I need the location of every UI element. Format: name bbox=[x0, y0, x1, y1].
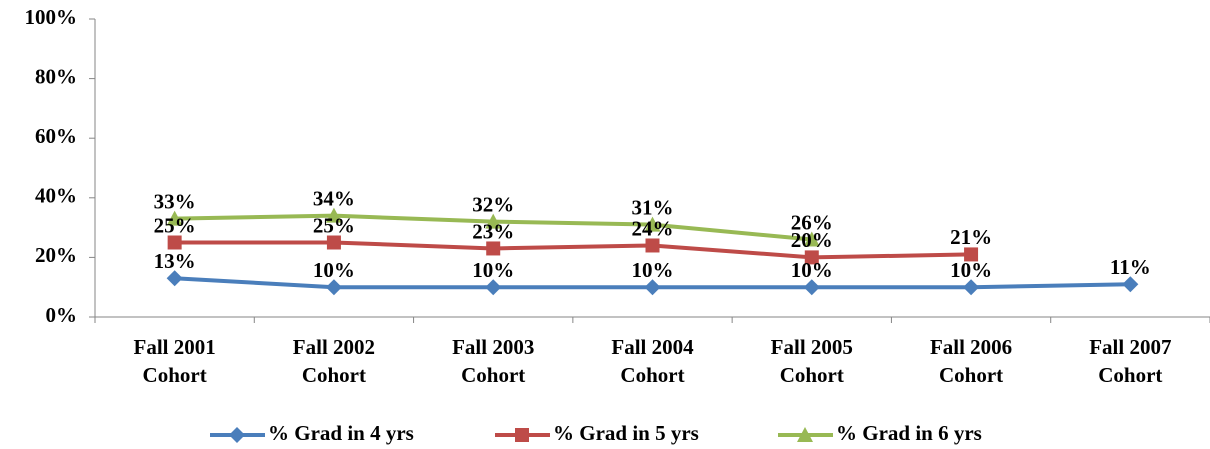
data-label: 25% bbox=[154, 213, 196, 237]
marker bbox=[645, 238, 660, 253]
data-label: 32% bbox=[472, 192, 514, 216]
marker bbox=[167, 235, 182, 250]
data-label: 34% bbox=[313, 186, 355, 210]
data-label: 21% bbox=[950, 225, 992, 249]
marker bbox=[326, 235, 341, 250]
x-tick-label: Fall 2005 Cohort bbox=[770, 335, 853, 387]
data-label: 26% bbox=[791, 210, 833, 234]
y-tick-label: 0% bbox=[46, 303, 78, 327]
data-label: 10% bbox=[950, 258, 992, 282]
data-label: 24% bbox=[632, 216, 674, 240]
series-line bbox=[174, 240, 972, 260]
marker bbox=[644, 216, 661, 232]
y-tick-label: 20% bbox=[35, 243, 77, 267]
data-label: 20% bbox=[791, 228, 833, 252]
x-tick-label: Fall 2003 Cohort bbox=[452, 335, 535, 387]
marker bbox=[229, 427, 245, 443]
x-tick-label: Fall 2002 Cohort bbox=[292, 335, 376, 387]
x-tick-label: Fall 2007 Cohort bbox=[1089, 335, 1172, 387]
marker bbox=[486, 241, 501, 256]
marker bbox=[325, 279, 342, 296]
data-label: 31% bbox=[632, 195, 674, 219]
y-tick-label: 80% bbox=[35, 64, 77, 88]
data-label: 10% bbox=[632, 258, 674, 282]
data-label: 10% bbox=[472, 258, 514, 282]
data-label: 23% bbox=[472, 219, 514, 243]
marker bbox=[803, 231, 820, 247]
legend-label: % Grad in 4 yrs bbox=[268, 421, 414, 445]
y-tick-label: 100% bbox=[25, 5, 78, 29]
y-tick-label: 40% bbox=[35, 184, 77, 208]
y-tick-label: 60% bbox=[35, 124, 77, 148]
data-label: 13% bbox=[154, 249, 196, 273]
x-tick-label: Fall 2004 Cohort bbox=[611, 335, 694, 387]
marker bbox=[963, 279, 980, 296]
x-tick-label: Fall 2006 Cohort bbox=[929, 335, 1013, 387]
marker bbox=[166, 270, 183, 287]
data-label: 10% bbox=[791, 258, 833, 282]
marker bbox=[485, 279, 502, 296]
legend-label: % Grad in 6 yrs bbox=[836, 421, 982, 445]
data-label: 10% bbox=[313, 258, 355, 282]
marker bbox=[803, 279, 820, 296]
x-tick-label: Fall 2001 Cohort bbox=[133, 335, 216, 387]
marker bbox=[964, 247, 979, 262]
data-label: 25% bbox=[313, 213, 355, 237]
legend-label: % Grad in 5 yrs bbox=[553, 421, 699, 445]
marker bbox=[1122, 276, 1139, 293]
marker bbox=[166, 210, 183, 226]
data-label: 33% bbox=[154, 189, 196, 213]
marker bbox=[644, 279, 661, 296]
data-label: 11% bbox=[1110, 255, 1151, 279]
marker bbox=[485, 213, 502, 229]
marker bbox=[325, 207, 342, 223]
marker bbox=[515, 428, 529, 442]
marker bbox=[797, 427, 813, 442]
marker bbox=[804, 250, 819, 265]
